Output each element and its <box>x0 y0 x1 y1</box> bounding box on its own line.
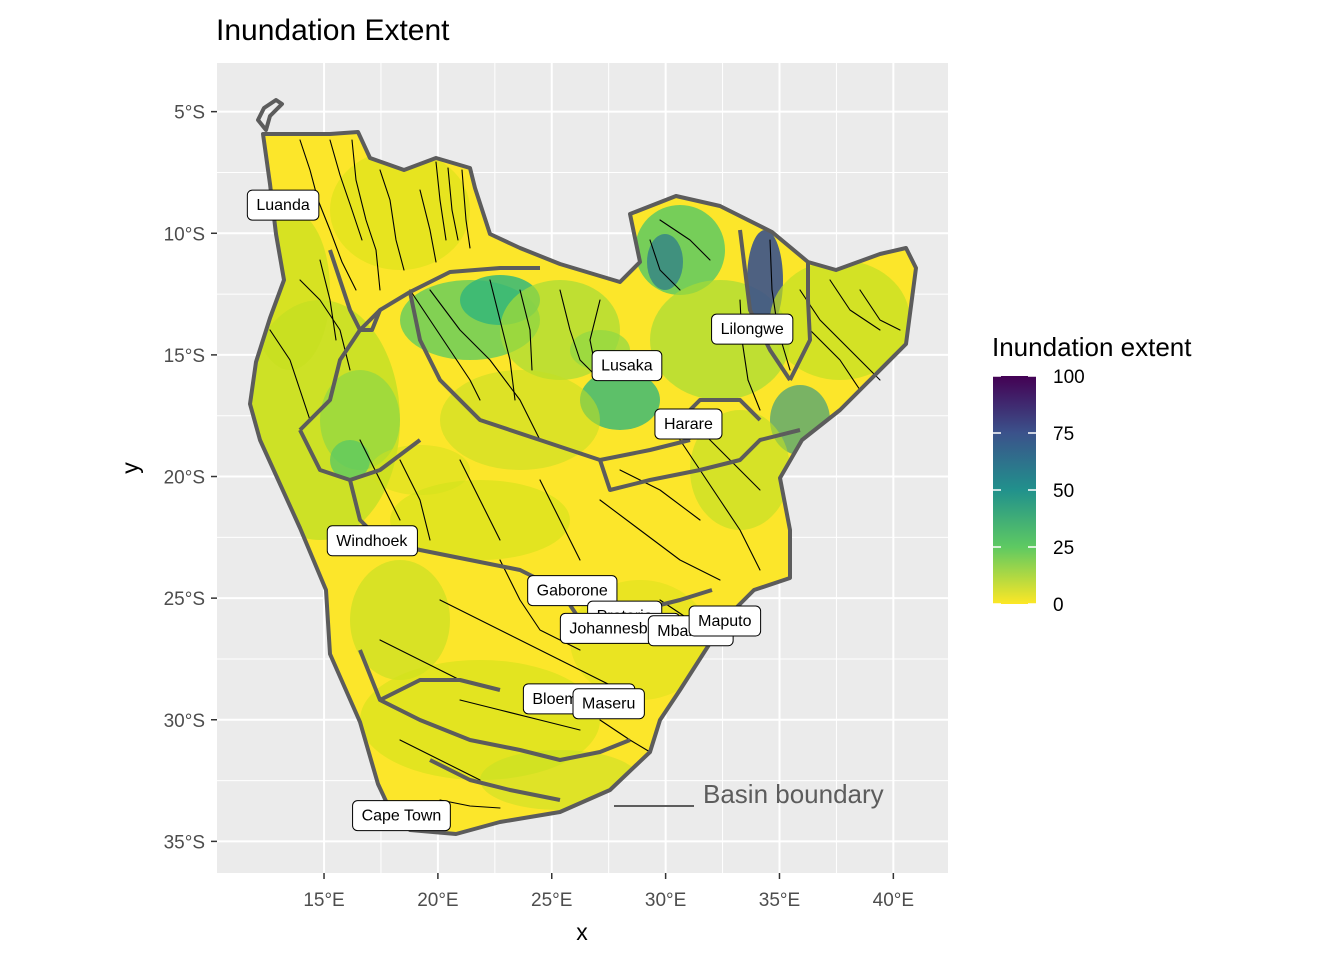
plot-title: Inundation Extent <box>216 14 450 47</box>
legend: Inundation extent 100 75 50 25 0 <box>992 332 1192 616</box>
city-label-lusaka: Lusaka <box>591 350 663 382</box>
city-label-box <box>246 189 320 221</box>
city-label-text: Johannesburg <box>569 620 670 637</box>
city-label-box <box>688 605 762 637</box>
city-label-box <box>572 688 645 720</box>
city-label-luanda: Luanda <box>246 189 320 221</box>
annotation-text: Basin boundary <box>703 779 884 809</box>
city-label-text: Windhoek <box>336 533 408 550</box>
axes: 15°E 20°E 25°E 30°E 35°E 40°E 5°S 10°S 15°S 20°S 2… <box>164 103 914 911</box>
y-tick-label: 25°S <box>164 589 205 610</box>
city-label-gaborone: Gaborone <box>527 575 618 607</box>
legend-tick-label: 75 <box>1053 424 1074 445</box>
city-label-text: Gaborone <box>537 583 608 600</box>
y-tick-label: 35°S <box>164 832 205 853</box>
city-label-box <box>326 525 418 557</box>
city-label-box <box>527 575 618 607</box>
city-label-windhoek: Windhoek <box>326 525 418 557</box>
coastal-islet-outline <box>256 98 284 132</box>
city-label-text: Harare <box>664 416 713 433</box>
basin-boundaries <box>248 98 918 836</box>
outer-basin-boundary <box>248 130 918 836</box>
legend-tick-label: 100 <box>1053 367 1085 388</box>
city-label-box <box>711 313 794 345</box>
city-label-text: Cape Town <box>362 808 442 825</box>
city-label-maputo: Maputo <box>688 605 762 637</box>
legend-tick-label: 25 <box>1053 538 1074 559</box>
city-label-box <box>654 408 723 440</box>
city-label-text: Lilongwe <box>721 321 784 338</box>
x-tick-label: 15°E <box>303 890 344 911</box>
y-tick-label: 30°S <box>164 711 205 732</box>
y-axis-title: y <box>117 462 143 474</box>
basin-boundary-annotation: Basin boundary <box>614 779 884 809</box>
y-tick-label: 15°S <box>164 346 205 367</box>
x-axis-title: x <box>576 919 588 945</box>
city-label-maseru: Maseru <box>572 688 645 720</box>
x-tick-label: 40°E <box>873 890 914 911</box>
x-tick-label: 25°E <box>531 890 572 911</box>
x-tick-label: 30°E <box>645 890 686 911</box>
city-label-harare: Harare <box>654 408 723 440</box>
y-tick-label: 5°S <box>174 103 205 124</box>
legend-tick-label: 0 <box>1053 595 1064 616</box>
city-label-text: Maputo <box>698 613 751 630</box>
city-label-text: Luanda <box>256 197 309 214</box>
city-label-lilongwe: Lilongwe <box>711 313 794 345</box>
y-tick-label: 10°S <box>164 224 205 245</box>
city-label-text: Lusaka <box>601 358 653 375</box>
legend-title: Inundation extent <box>992 332 1192 362</box>
city-labels: Luanda Lilongwe Lusaka Harare Windhoek Gaboro… <box>246 189 794 832</box>
x-tick-label: 35°E <box>759 890 800 911</box>
city-label-cape-town: Cape Town <box>352 800 451 832</box>
legend-ticks: 100 75 50 25 0 <box>993 367 1085 616</box>
city-label-box <box>352 800 451 832</box>
city-label-box <box>591 350 663 382</box>
legend-tick-label: 50 <box>1053 481 1074 502</box>
x-tick-label: 20°E <box>417 890 458 911</box>
y-tick-label: 20°S <box>164 468 205 489</box>
city-label-text: Maseru <box>582 696 635 713</box>
